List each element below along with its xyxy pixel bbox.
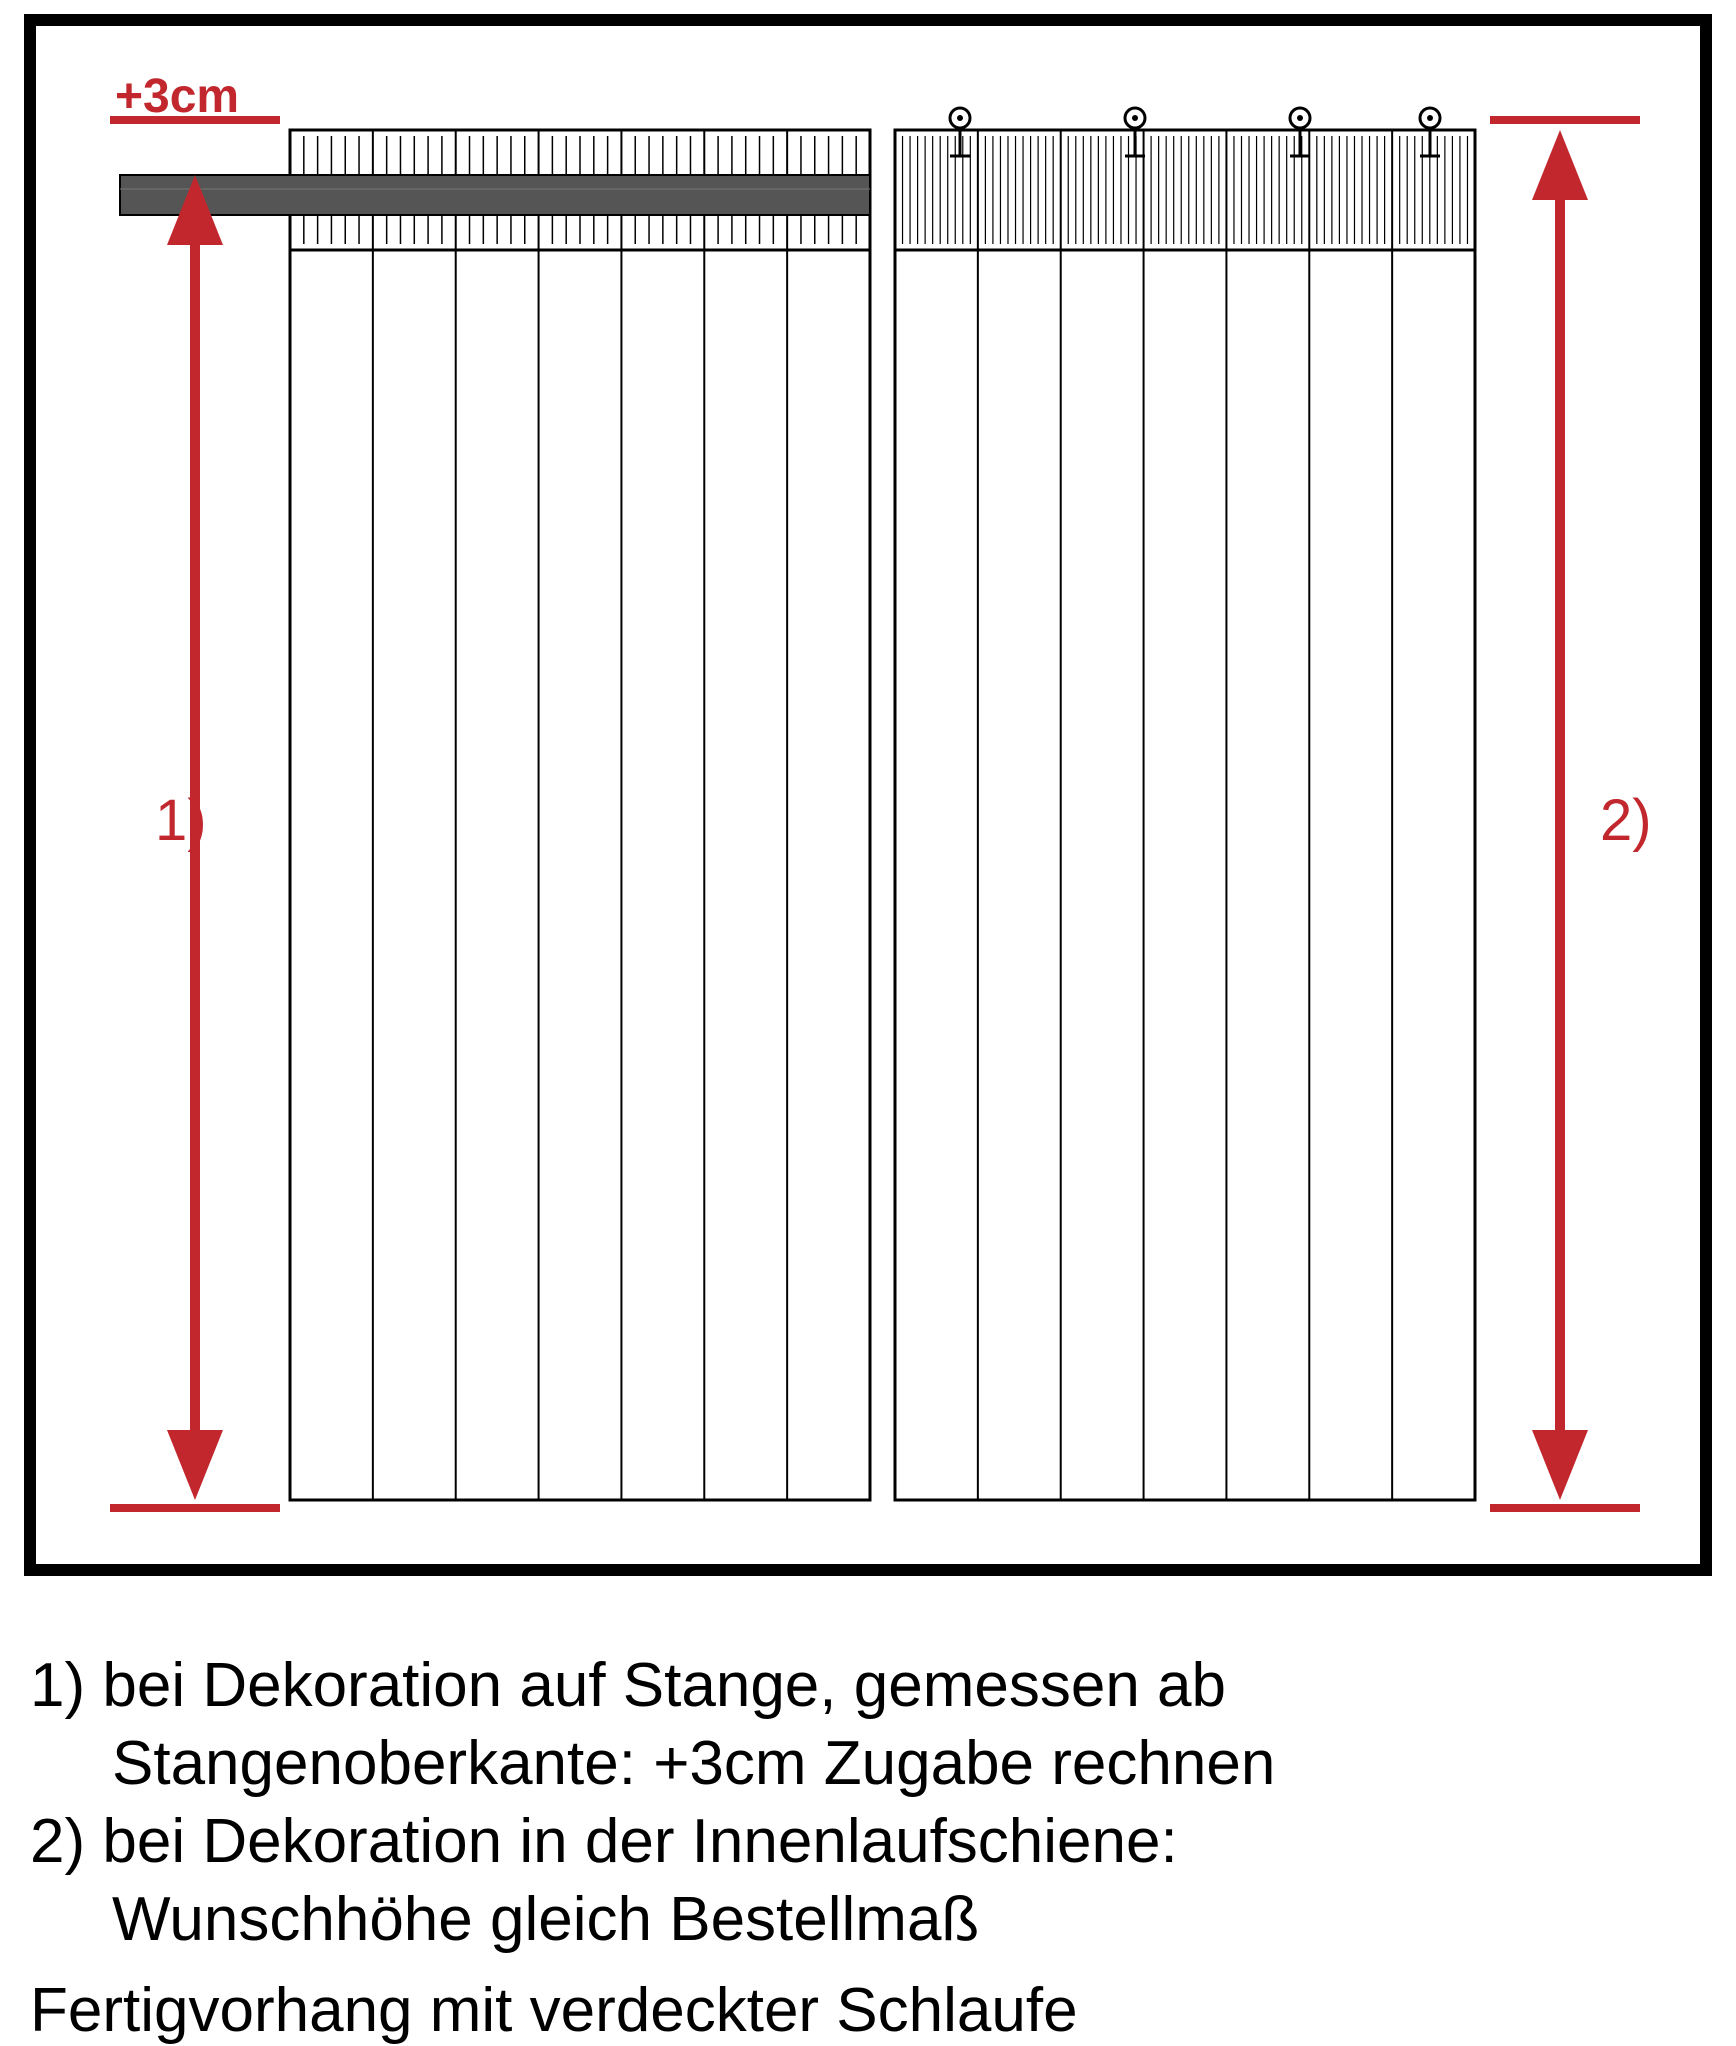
dimension-label: 1) xyxy=(155,788,207,853)
legend-line: Wunschhöhe gleich Bestellmaß xyxy=(112,1884,979,1955)
rail-hook xyxy=(950,108,970,156)
dimension-label: 2) xyxy=(1600,788,1652,853)
legend-line: Stangenoberkante: +3cm Zugabe rechnen xyxy=(112,1728,1275,1799)
curtain-rod xyxy=(120,175,870,215)
extra-allowance-label: +3cm xyxy=(115,70,239,123)
outer-frame xyxy=(30,20,1706,1570)
legend-line: 2) bei Dekoration in der Innenlaufschien… xyxy=(30,1806,1178,1877)
diagram-title: Fertigvorhang mit verdeckter Schlaufe xyxy=(30,1975,1078,2046)
rail-hook xyxy=(1290,108,1310,156)
legend-line: 1) bei Dekoration auf Stange, gemessen a… xyxy=(30,1650,1226,1721)
